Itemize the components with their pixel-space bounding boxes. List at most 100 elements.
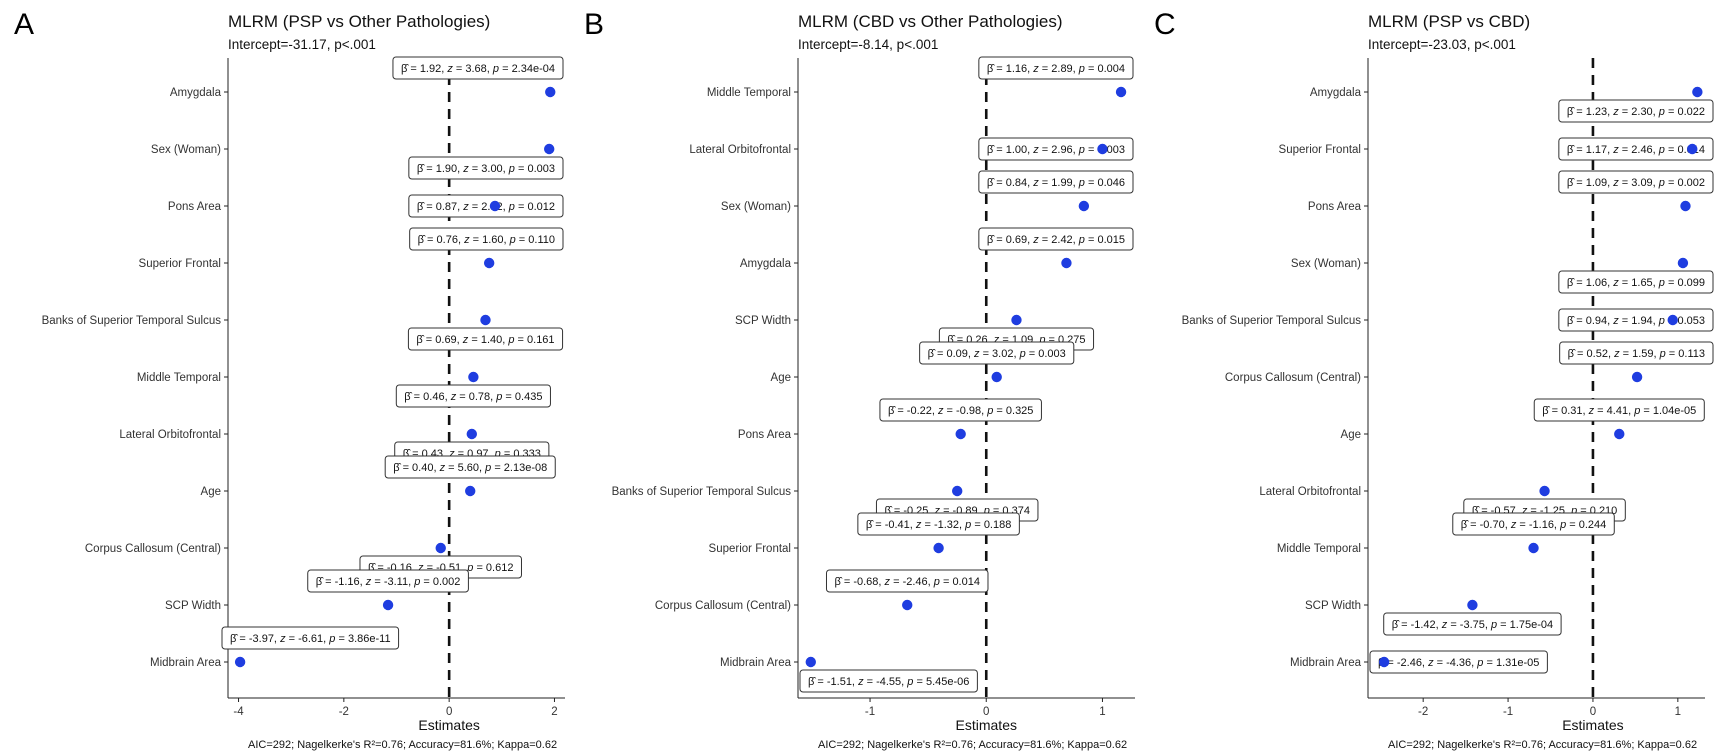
estimate-label: β̂ = 0.76, z = 1.60, p = 0.110 <box>409 227 564 251</box>
chart-subtitle: Intercept=-31.17, p<.001 <box>228 37 376 52</box>
y-tick-label: Corpus Callosum (Central) <box>655 600 791 612</box>
x-tick-label: 0 <box>446 706 452 718</box>
estimate-label-text: β̂ = -2.46, z = -4.36, p = 1.31e-05 <box>1378 657 1539 669</box>
estimate-label-text: β̂ = 0.52, z = 1.59, p = 0.113 <box>1568 348 1705 360</box>
x-tick-label: -2 <box>339 706 349 718</box>
estimate-point <box>466 428 477 440</box>
estimate-label-box <box>978 227 1134 251</box>
estimate-label-text: β̂ = 1.23, z = 2.30, p = 0.022 <box>1567 106 1705 118</box>
estimate-label-box <box>395 384 551 408</box>
estimate-point <box>465 485 476 497</box>
estimate-label: β̂ = -1.42, z = -3.75, p = 1.75e-04 <box>1383 612 1562 636</box>
estimate-label-box <box>1452 512 1615 536</box>
estimate-label: β̂ = 0.09, z = 3.02, p = 0.003 <box>919 341 1075 365</box>
estimate-label-box <box>392 56 564 80</box>
estimate-point <box>1692 86 1703 98</box>
estimate-label: β̂ = 0.46, z = 0.78, p = 0.435 <box>395 384 551 408</box>
estimate-label: β̂ = 0.69, z = 1.40, p = 0.161 <box>407 327 564 351</box>
estimate-label: β̂ = 1.00, z = 2.96, p = 0.003 <box>978 137 1134 161</box>
estimate-label: β̂ = 0.87, z = 2.52, p = 0.012 <box>408 194 564 218</box>
estimate-label-text: β̂ = -1.42, z = -3.75, p = 1.75e-04 <box>1392 619 1553 631</box>
estimate-label: β̂ = 1.23, z = 2.30, p = 0.022 <box>1558 99 1714 123</box>
y-tick-label: Age <box>201 486 221 498</box>
x-tick-label: -4 <box>233 706 244 718</box>
estimate-point <box>933 542 944 554</box>
estimate-label: β̂ = 0.52, z = 1.59, p = 0.113 <box>1559 341 1714 365</box>
estimate-label-box <box>1558 308 1714 332</box>
estimate-label-box <box>409 227 564 251</box>
x-tick-label: -1 <box>1503 706 1513 718</box>
estimate-label-box <box>1558 170 1714 194</box>
estimate-label: β̂ = 1.06, z = 1.65, p = 0.099 <box>1558 270 1714 294</box>
estimate-point <box>468 371 479 383</box>
estimate-label: β̂ = 0.94, z = 1.94, p = 0.053 <box>1558 308 1714 332</box>
estimate-point <box>955 428 966 440</box>
estimate-label-text: β̂ = 1.90, z = 3.00, p = 0.003 <box>417 163 555 175</box>
y-tick-label: Sex (Woman) <box>151 144 221 156</box>
chart-subtitle: Intercept=-23.03, p<.001 <box>1368 37 1516 52</box>
y-tick-label: Corpus Callosum (Central) <box>85 543 221 555</box>
y-tick-label: Superior Frontal <box>139 258 221 270</box>
chart-title: MLRM (PSP vs Other Pathologies) <box>228 12 490 31</box>
estimate-label-text: β̂ = 1.92, z = 3.68, p = 2.34e-04 <box>401 63 555 75</box>
model-fit-footer: AIC=292; Nagelkerke's R²=0.76; Accuracy=… <box>818 739 1127 751</box>
estimate-point <box>1528 542 1539 554</box>
model-fit-footer: AIC=292; Nagelkerke's R²=0.76; Accuracy=… <box>1388 739 1697 751</box>
y-tick-label: Banks of Superior Temporal Sulcus <box>42 315 222 327</box>
x-tick-label: 0 <box>1590 706 1596 718</box>
estimate-label: β̂ = -0.68, z = -2.46, p = 0.014 <box>825 569 989 593</box>
estimate-label-box <box>978 56 1134 80</box>
estimate-label-text: β̂ = 1.16, z = 2.89, p = 0.004 <box>987 63 1125 75</box>
estimate-point <box>382 599 394 611</box>
estimate-label-box <box>1558 137 1714 161</box>
estimate-point <box>1677 257 1689 269</box>
estimate-label-text: β̂ = 1.17, z = 2.46, p = 0.014 <box>1567 144 1705 156</box>
estimate-point <box>1667 314 1678 326</box>
estimate-label-text: β̂ = -0.22, z = -0.98, p = 0.325 <box>888 405 1034 417</box>
chart-panel-b: B MLRM (CBD vs Other Pathologies) Intercep… <box>584 8 1135 751</box>
chart-title: MLRM (PSP vs CBD) <box>1368 12 1530 31</box>
estimate-point <box>1078 200 1090 212</box>
estimate-label-box <box>384 455 556 479</box>
estimate-label-box <box>978 170 1134 194</box>
y-tick-label: Pons Area <box>168 201 222 213</box>
y-tick-label: Midbrain Area <box>720 657 792 669</box>
estimate-point <box>483 257 495 269</box>
y-tick-label: Middle Temporal <box>1277 543 1361 555</box>
estimate-label-text: β̂ = -0.41, z = -1.32, p = 0.188 <box>866 519 1012 531</box>
estimate-label-box <box>919 341 1075 365</box>
estimate-point <box>991 371 1002 383</box>
estimate-point <box>544 143 555 155</box>
estimate-label-box <box>1558 270 1714 294</box>
estimate-label-box <box>799 669 978 693</box>
y-tick-label: Middle Temporal <box>707 87 791 99</box>
estimate-label: β̂ = -2.46, z = -4.36, p = 1.31e-05 <box>1369 650 1548 674</box>
x-tick-label: -2 <box>1418 706 1428 718</box>
chart-title: MLRM (CBD vs Other Pathologies) <box>798 12 1063 31</box>
y-tick-label: Lateral Orbitofrontal <box>689 144 791 156</box>
estimate-point <box>1467 599 1478 611</box>
y-tick-label: Pons Area <box>1308 201 1362 213</box>
y-tick-label: Lateral Orbitofrontal <box>1259 486 1361 498</box>
estimate-label-box <box>1559 341 1714 365</box>
y-tick-label: SCP Width <box>735 315 791 327</box>
chart-subtitle: Intercept=-8.14, p<.001 <box>798 37 938 52</box>
estimate-label-text: β̂ = -3.97, z = -6.61, p = 3.86e-11 <box>230 633 391 645</box>
x-axis-title: Estimates <box>1562 717 1623 733</box>
y-tick-label: Midbrain Area <box>1290 657 1362 669</box>
estimate-point <box>1097 143 1108 155</box>
y-tick-label: Middle Temporal <box>137 372 221 384</box>
estimate-label-text: β̂ = -1.51, z = -4.55, p = 5.45e-06 <box>808 676 969 688</box>
estimate-label: β̂ = 1.16, z = 2.89, p = 0.004 <box>978 56 1134 80</box>
y-tick-label: SCP Width <box>1305 600 1361 612</box>
estimate-point <box>1061 257 1072 269</box>
x-tick-label: 1 <box>1099 706 1105 718</box>
estimate-point <box>1631 371 1643 383</box>
estimate-label-text: β̂ = -0.68, z = -2.46, p = 0.014 <box>834 576 980 588</box>
y-tick-label: Age <box>771 372 791 384</box>
y-tick-label: Superior Frontal <box>709 543 791 555</box>
estimate-label-text: β̂ = -0.70, z = -1.16, p = 0.244 <box>1461 519 1607 531</box>
estimate-label-box <box>825 569 989 593</box>
y-tick-label: Amygdala <box>170 87 222 99</box>
estimate-label-box <box>978 137 1134 161</box>
